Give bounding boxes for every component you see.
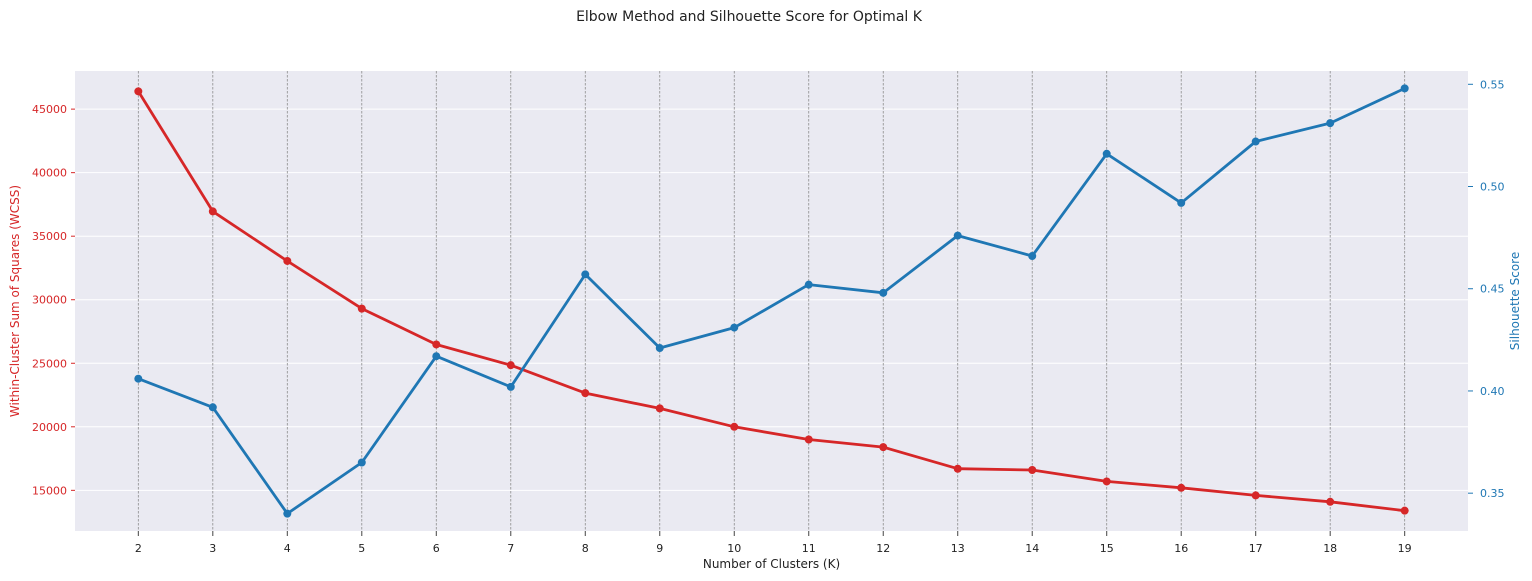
left-tick-label: 30000 [32,294,67,307]
wcss-data-point [1102,477,1111,486]
silhouette-data-point [432,352,441,361]
wcss-data-point [1251,491,1260,500]
x-tick-label: 11 [802,542,816,555]
silhouette-data-point [208,403,217,412]
wcss-data-point [1028,466,1037,475]
wcss-data-point [357,304,366,313]
silhouette-data-point [581,270,590,279]
x-tick-label: 18 [1323,542,1337,555]
wcss-data-point [208,207,217,216]
right-tick-label: 0.50 [1480,181,1505,194]
x-axis-ticks: 2 3 4 5 6 7 8 9 10 11 12 13 14 15 16 17 18 19 [135,531,1412,555]
silhouette-data-point [1251,137,1260,146]
wcss-data-point [432,340,441,349]
silhouette-series-line [136,87,1407,515]
silhouette-data-point [804,280,813,289]
wcss-data-point [953,464,962,473]
x-tick-label: 8 [582,542,589,555]
right-tick-label: 0.55 [1480,78,1505,91]
silhouette-data-point [1028,252,1037,261]
silhouette-data-point [283,509,292,518]
x-axis-label: Number of Clusters (K) [703,557,840,571]
x-tick-label: 12 [876,542,890,555]
wcss-data-point [1177,483,1186,492]
left-tick-label: 45000 [32,103,67,116]
wcss-data-point [283,256,292,265]
left-y-axis-label: Within-Cluster Sum of Squares (WCSS) [8,185,22,417]
left-tick-label: 40000 [32,167,67,180]
silhouette-data-point [506,382,515,391]
plot-area [75,71,1468,531]
wcss-data-point [134,87,143,96]
silhouette-data-point [1400,84,1409,93]
right-tick-label: 0.35 [1480,487,1505,500]
x-tick-label: 15 [1100,542,1114,555]
wcss-data-point [655,404,664,413]
x-tick-label: 17 [1249,542,1263,555]
x-tick-label: 6 [433,542,440,555]
right-tick-label: 0.40 [1480,385,1505,398]
horizontal-gridlines [75,108,1468,491]
silhouette-data-point [879,288,888,297]
x-tick-label: 7 [507,542,514,555]
right-y-axis-label: Silhouette Score [1508,252,1522,350]
x-tick-label: 3 [209,542,216,555]
left-tick-label: 15000 [32,484,67,497]
wcss-data-point [730,422,739,431]
vertical-dashed-gridlines [137,71,1406,531]
x-tick-label: 9 [656,542,663,555]
silhouette-data-point [730,323,739,332]
left-tick-label: 25000 [32,357,67,370]
silhouette-data-point [1102,149,1111,158]
x-tick-label: 10 [727,542,741,555]
x-tick-label: 19 [1398,542,1412,555]
x-tick-label: 2 [135,542,142,555]
silhouette-data-point [655,344,664,353]
left-tick-label: 35000 [32,230,67,243]
wcss-data-point [879,443,888,452]
x-tick-label: 5 [358,542,365,555]
x-tick-label: 13 [951,542,965,555]
wcss-data-point [581,389,590,398]
left-y-axis-ticks: 15000 20000 25000 30000 35000 40000 45000 [32,103,75,497]
silhouette-data-point [134,374,143,383]
x-tick-label: 16 [1174,542,1188,555]
silhouette-data-point [1177,198,1186,207]
silhouette-data-point [357,458,366,467]
silhouette-data-point [1326,119,1335,128]
left-tick-label: 20000 [32,421,67,434]
right-tick-label: 0.45 [1480,283,1505,296]
x-tick-label: 14 [1025,542,1039,555]
silhouette-data-point [953,231,962,240]
chart-title: Elbow Method and Silhouette Score for Op… [576,9,922,25]
right-y-axis-ticks: 0.35 0.40 0.45 0.50 0.55 [1468,78,1505,500]
wcss-data-point [506,361,515,370]
wcss-data-point [1400,506,1409,515]
wcss-data-point [1326,497,1335,506]
wcss-data-point [804,435,813,444]
series-layer [134,84,1409,518]
x-tick-label: 4 [284,542,291,555]
wcss-series-line [136,89,1407,513]
